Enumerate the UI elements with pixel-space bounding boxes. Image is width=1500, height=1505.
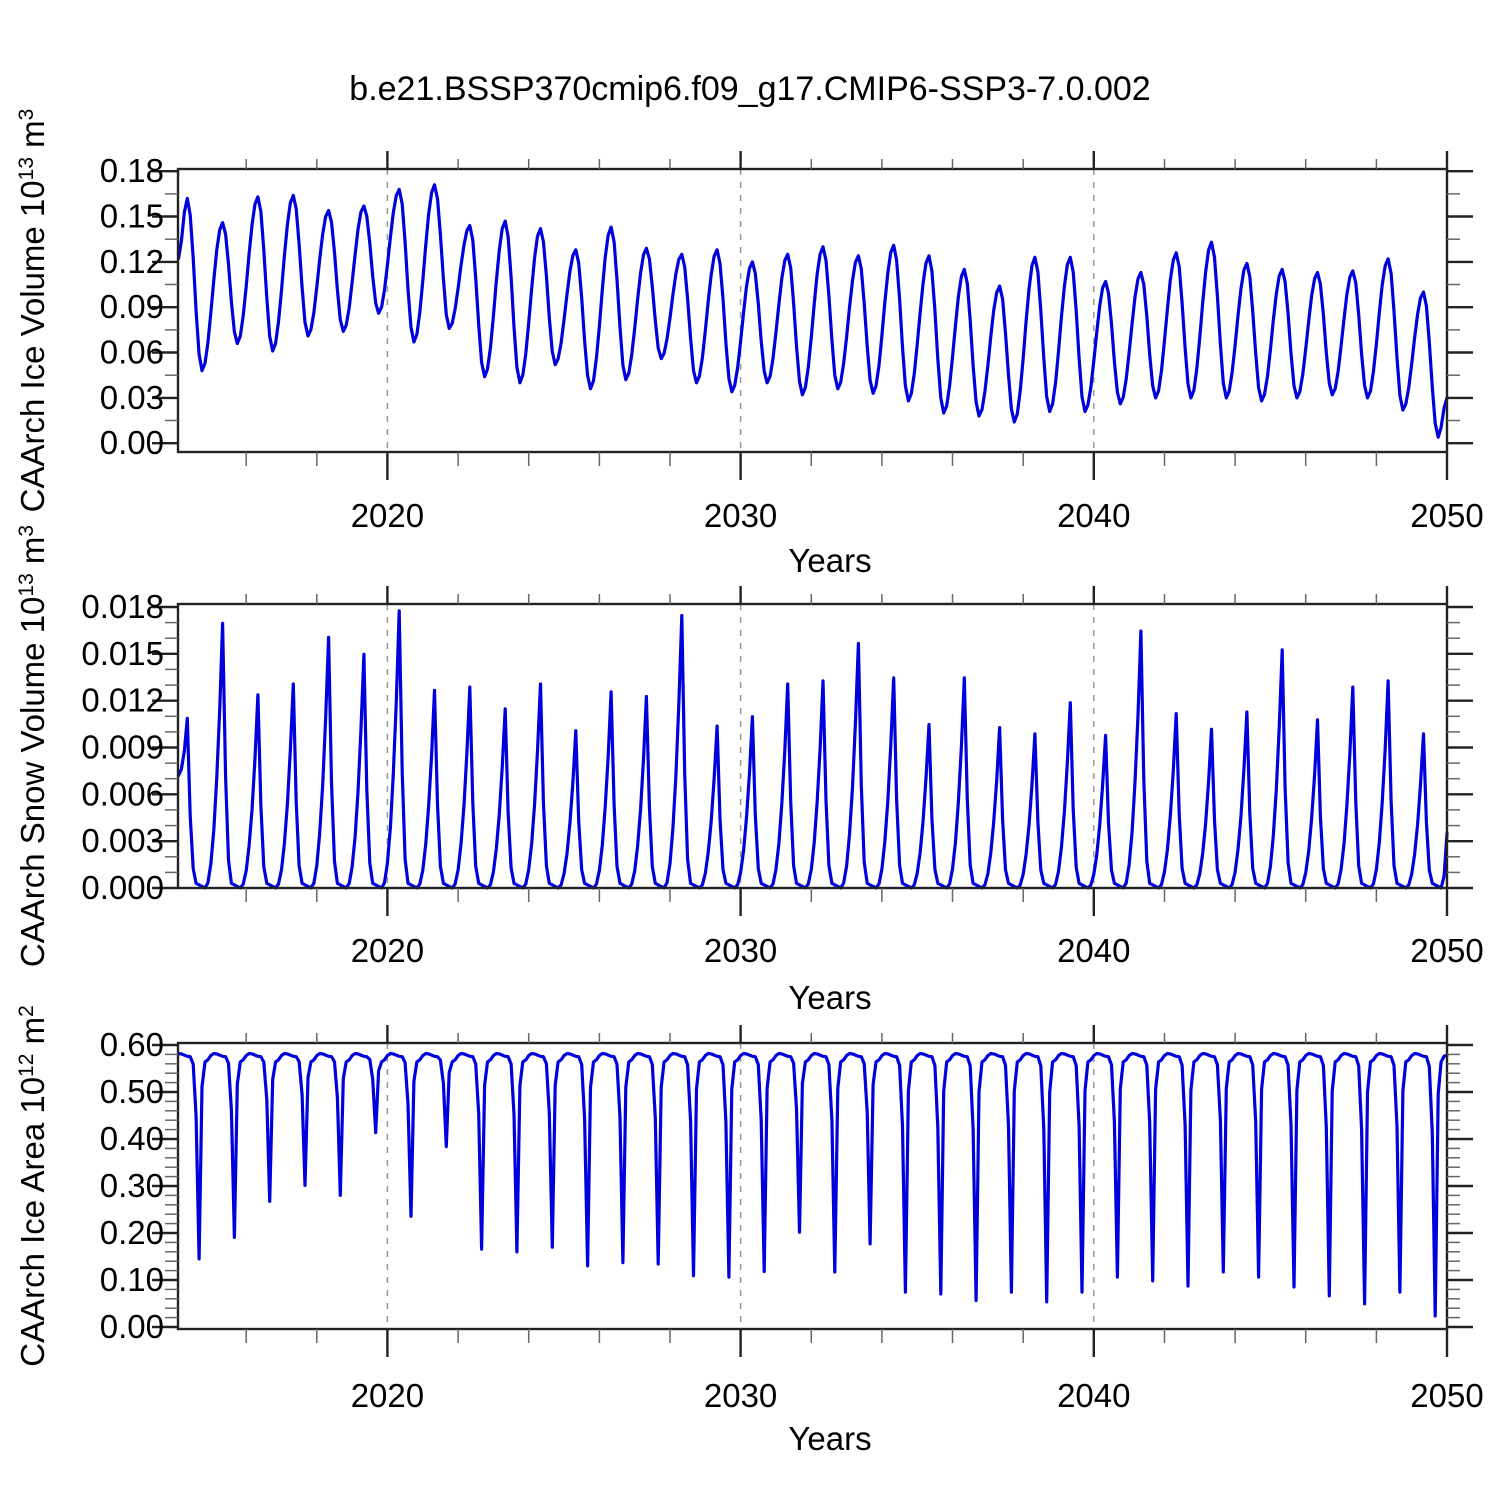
x-tick-label: 2040 xyxy=(1057,1377,1130,1414)
x-tick-label: 2030 xyxy=(704,1377,777,1414)
y-tick-label: 0.20 xyxy=(100,1214,164,1251)
y-tick-label: 0.30 xyxy=(100,1167,164,1204)
y-tick-label: 0.012 xyxy=(81,682,164,719)
y-tick-label: 0.06 xyxy=(100,334,164,371)
y-axis-title: CAArch Ice Area 1012 m2 xyxy=(14,1005,51,1367)
panel-caarch-ice-area: 0.00 0.10 0.20 0.30 0.40 0.50 0.60 2020 2030 2040… xyxy=(14,1005,1484,1457)
y-axis-title: CAArch Snow Volume 1013 m3 xyxy=(14,525,51,967)
caarch-snow-volume-line xyxy=(176,609,1449,890)
y-tick-label: 0.015 xyxy=(81,635,164,672)
x-tick-label: 2030 xyxy=(704,497,777,534)
caarch-ice-area-line xyxy=(176,1051,1449,1318)
y-tick-label: 0.006 xyxy=(81,775,164,812)
y-tick-label: 0.018 xyxy=(81,588,164,625)
y-axis-title: CAArch Ice Volume 1013 m3 xyxy=(14,109,51,513)
y-tick-label: 0.003 xyxy=(81,822,164,859)
x-tick-label: 2020 xyxy=(351,1377,424,1414)
y-tick-label: 0.15 xyxy=(100,198,164,235)
figure-title: b.e21.BSSP370cmip6.f09_g17.CMIP6-SSP3-7.… xyxy=(349,70,1150,108)
y-tick-label: 0.50 xyxy=(100,1073,164,1110)
x-tick-label: 2050 xyxy=(1410,932,1483,969)
plot-frame xyxy=(176,167,1449,454)
x-axis-title: Years xyxy=(788,542,871,579)
panels-group: 0.00 0.03 0.06 0.09 0.12 0.15 0.18 2020 2030 2040… xyxy=(14,109,1484,1457)
x-tick-label: 2020 xyxy=(351,932,424,969)
y-tick-label: 0.000 xyxy=(81,869,164,906)
x-tick-label: 2050 xyxy=(1410,1377,1483,1414)
plot-frame xyxy=(176,602,1449,890)
y-tick-label: 0.03 xyxy=(100,379,164,416)
panel-caarch-ice-volume: 0.00 0.03 0.06 0.09 0.12 0.15 0.18 2020 2030 2040… xyxy=(14,109,1484,579)
y-tick-label: 0.18 xyxy=(100,152,164,189)
x-tick-label: 2030 xyxy=(704,932,777,969)
y-tick-label: 0.60 xyxy=(100,1026,164,1063)
x-tick-label: 2020 xyxy=(351,497,424,534)
x-tick-label: 2050 xyxy=(1410,497,1483,534)
y-tick-label: 0.40 xyxy=(100,1120,164,1157)
x-tick-label: 2040 xyxy=(1057,497,1130,534)
y-tick-label: 0.09 xyxy=(100,288,164,325)
y-tick-label: 0.009 xyxy=(81,729,164,766)
x-tick-label: 2040 xyxy=(1057,932,1130,969)
x-axis-title: Years xyxy=(788,1420,871,1457)
x-axis-title: Years xyxy=(788,979,871,1016)
panel-caarch-snow-volume: 0.000 0.003 0.006 0.009 0.012 0.015 0.018 2020 2… xyxy=(14,525,1484,1016)
y-tick-label: 0.12 xyxy=(100,243,164,280)
y-tick-label: 0.10 xyxy=(100,1261,164,1298)
caarch-ice-volume-line xyxy=(176,183,1449,439)
y-tick-label: 0.00 xyxy=(100,1308,164,1345)
y-tick-label: 0.00 xyxy=(100,424,164,461)
